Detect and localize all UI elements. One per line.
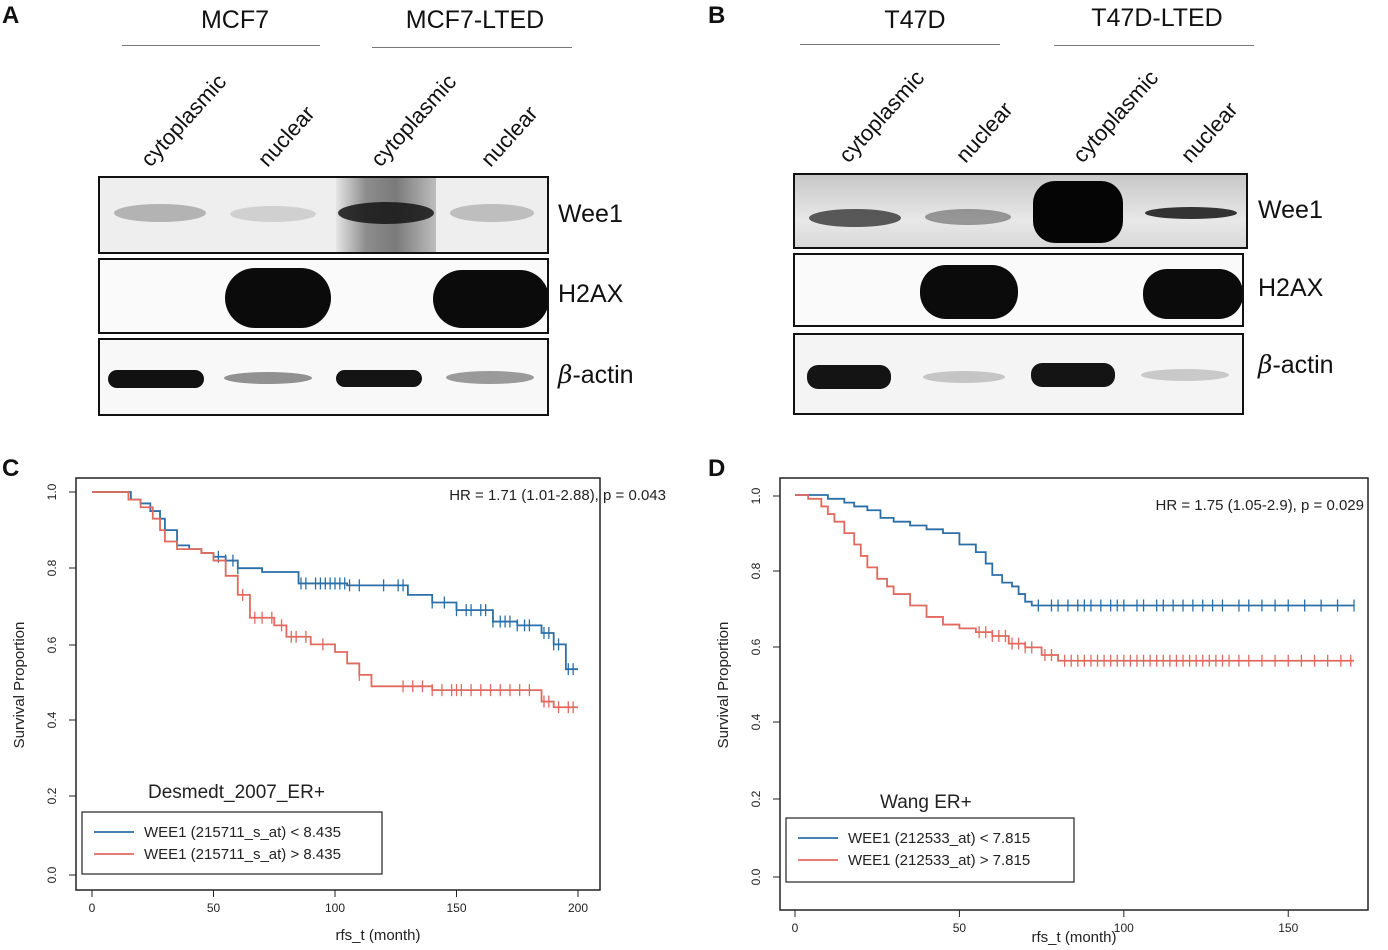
legend-entry: WEE1 (212533_at) > 7.815 (848, 852, 1030, 869)
y-tick-label: 0.6 (749, 638, 763, 655)
chart-title: Wang ER+ (880, 792, 972, 813)
x-tick-label: 100 (1114, 921, 1134, 935)
row-label-h2ax: H2AX (558, 280, 624, 308)
beta-symbol: β (1258, 350, 1273, 379)
y-tick-label: 0.2 (749, 790, 763, 807)
row-label-wee1: Wee1 (1258, 196, 1323, 224)
x-axis-label: rfs_t (month) (1031, 929, 1116, 946)
y-tick-label: 0.4 (45, 711, 59, 728)
x-tick-label: 150 (446, 901, 466, 915)
band (114, 204, 206, 222)
chart-title: Desmedt_2007_ER+ (148, 782, 325, 803)
band (1031, 363, 1115, 387)
panel-label-d: D (708, 455, 726, 482)
band (925, 209, 1011, 225)
blot-actin-b (793, 333, 1244, 415)
band (920, 265, 1018, 319)
band (923, 371, 1005, 383)
blot-h2ax-a (98, 258, 549, 334)
survival-curve-low (795, 494, 1354, 607)
beta-symbol: β (558, 360, 573, 389)
x-tick-label: 200 (568, 901, 588, 915)
plot-frame (75, 477, 601, 891)
band (450, 204, 534, 222)
band (807, 365, 891, 389)
band (338, 202, 434, 224)
group-label-t47d: T47D (884, 6, 946, 34)
band (1143, 269, 1242, 319)
band (224, 372, 312, 384)
x-tick-label: 0 (89, 901, 96, 915)
blot-wee1-a (98, 176, 549, 254)
legend-box (81, 811, 383, 875)
legend-entry: WEE1 (215711_s_at) > 8.435 (144, 846, 341, 863)
band (225, 268, 331, 328)
band (1033, 181, 1123, 243)
y-tick-label: 0.4 (749, 713, 763, 730)
y-tick-label: 1.0 (749, 487, 763, 504)
blot-actin-a (98, 338, 549, 416)
y-axis-label: Survival Proportion (715, 622, 732, 749)
y-tick-label: 1.0 (45, 483, 59, 500)
x-tick-label: 100 (325, 901, 345, 915)
y-tick-label: 0.8 (749, 562, 763, 579)
x-tick-label: 50 (207, 901, 221, 915)
group-label-mcf7: MCF7 (200, 6, 270, 34)
plot-frame (779, 477, 1369, 911)
hazard-ratio-annotation: HR = 1.75 (1.05-2.9), p = 0.029 (1156, 497, 1364, 514)
band (809, 209, 901, 227)
x-tick-label: 150 (1278, 921, 1298, 935)
blot-h2ax-b (793, 253, 1244, 327)
band (1141, 369, 1229, 381)
row-label-h2ax: H2AX (1258, 274, 1324, 302)
row-label-beta-actin: β-actin (558, 360, 634, 389)
legend-box (785, 817, 1075, 883)
band (1145, 207, 1237, 219)
y-tick-label: 0.0 (45, 866, 59, 883)
x-axis-label: rfs_t (month) (335, 927, 420, 944)
band (108, 370, 204, 388)
band (446, 371, 534, 384)
y-tick-label: 0.8 (45, 559, 59, 576)
band (230, 206, 316, 222)
band (433, 270, 547, 328)
group-label-mcf7-lted: MCF7-LTED (405, 6, 545, 34)
row-label-beta-actin: β-actin (1258, 350, 1334, 379)
panel-label-a: A (2, 2, 20, 29)
x-tick-label: 50 (953, 921, 967, 935)
group-line-t47d-lted (1054, 45, 1254, 46)
blot-wee1-b (793, 173, 1248, 249)
panel-label-c: C (2, 455, 20, 482)
y-tick-label: 0.0 (749, 868, 763, 885)
hazard-ratio-annotation: HR = 1.71 (1.01-2.88), p = 0.043 (449, 487, 666, 504)
row-label-wee1: Wee1 (558, 200, 623, 228)
group-label-t47d-lted: T47D-LTED (1091, 4, 1223, 32)
legend-entry: WEE1 (212533_at) < 7.815 (848, 830, 1030, 847)
legend-entry: WEE1 (215711_s_at) < 8.435 (144, 824, 341, 841)
group-line-mcf7-lted (372, 47, 572, 48)
y-tick-label: 0.2 (45, 787, 59, 804)
group-line-t47d (800, 44, 1000, 45)
band (336, 370, 422, 387)
x-tick-label: 0 (792, 921, 799, 935)
survival-curve-high (795, 494, 1354, 662)
panel-label-b: B (708, 2, 726, 29)
y-axis-label: Survival Proportion (11, 622, 28, 749)
group-line-mcf7 (122, 45, 320, 46)
y-tick-label: 0.6 (45, 636, 59, 653)
